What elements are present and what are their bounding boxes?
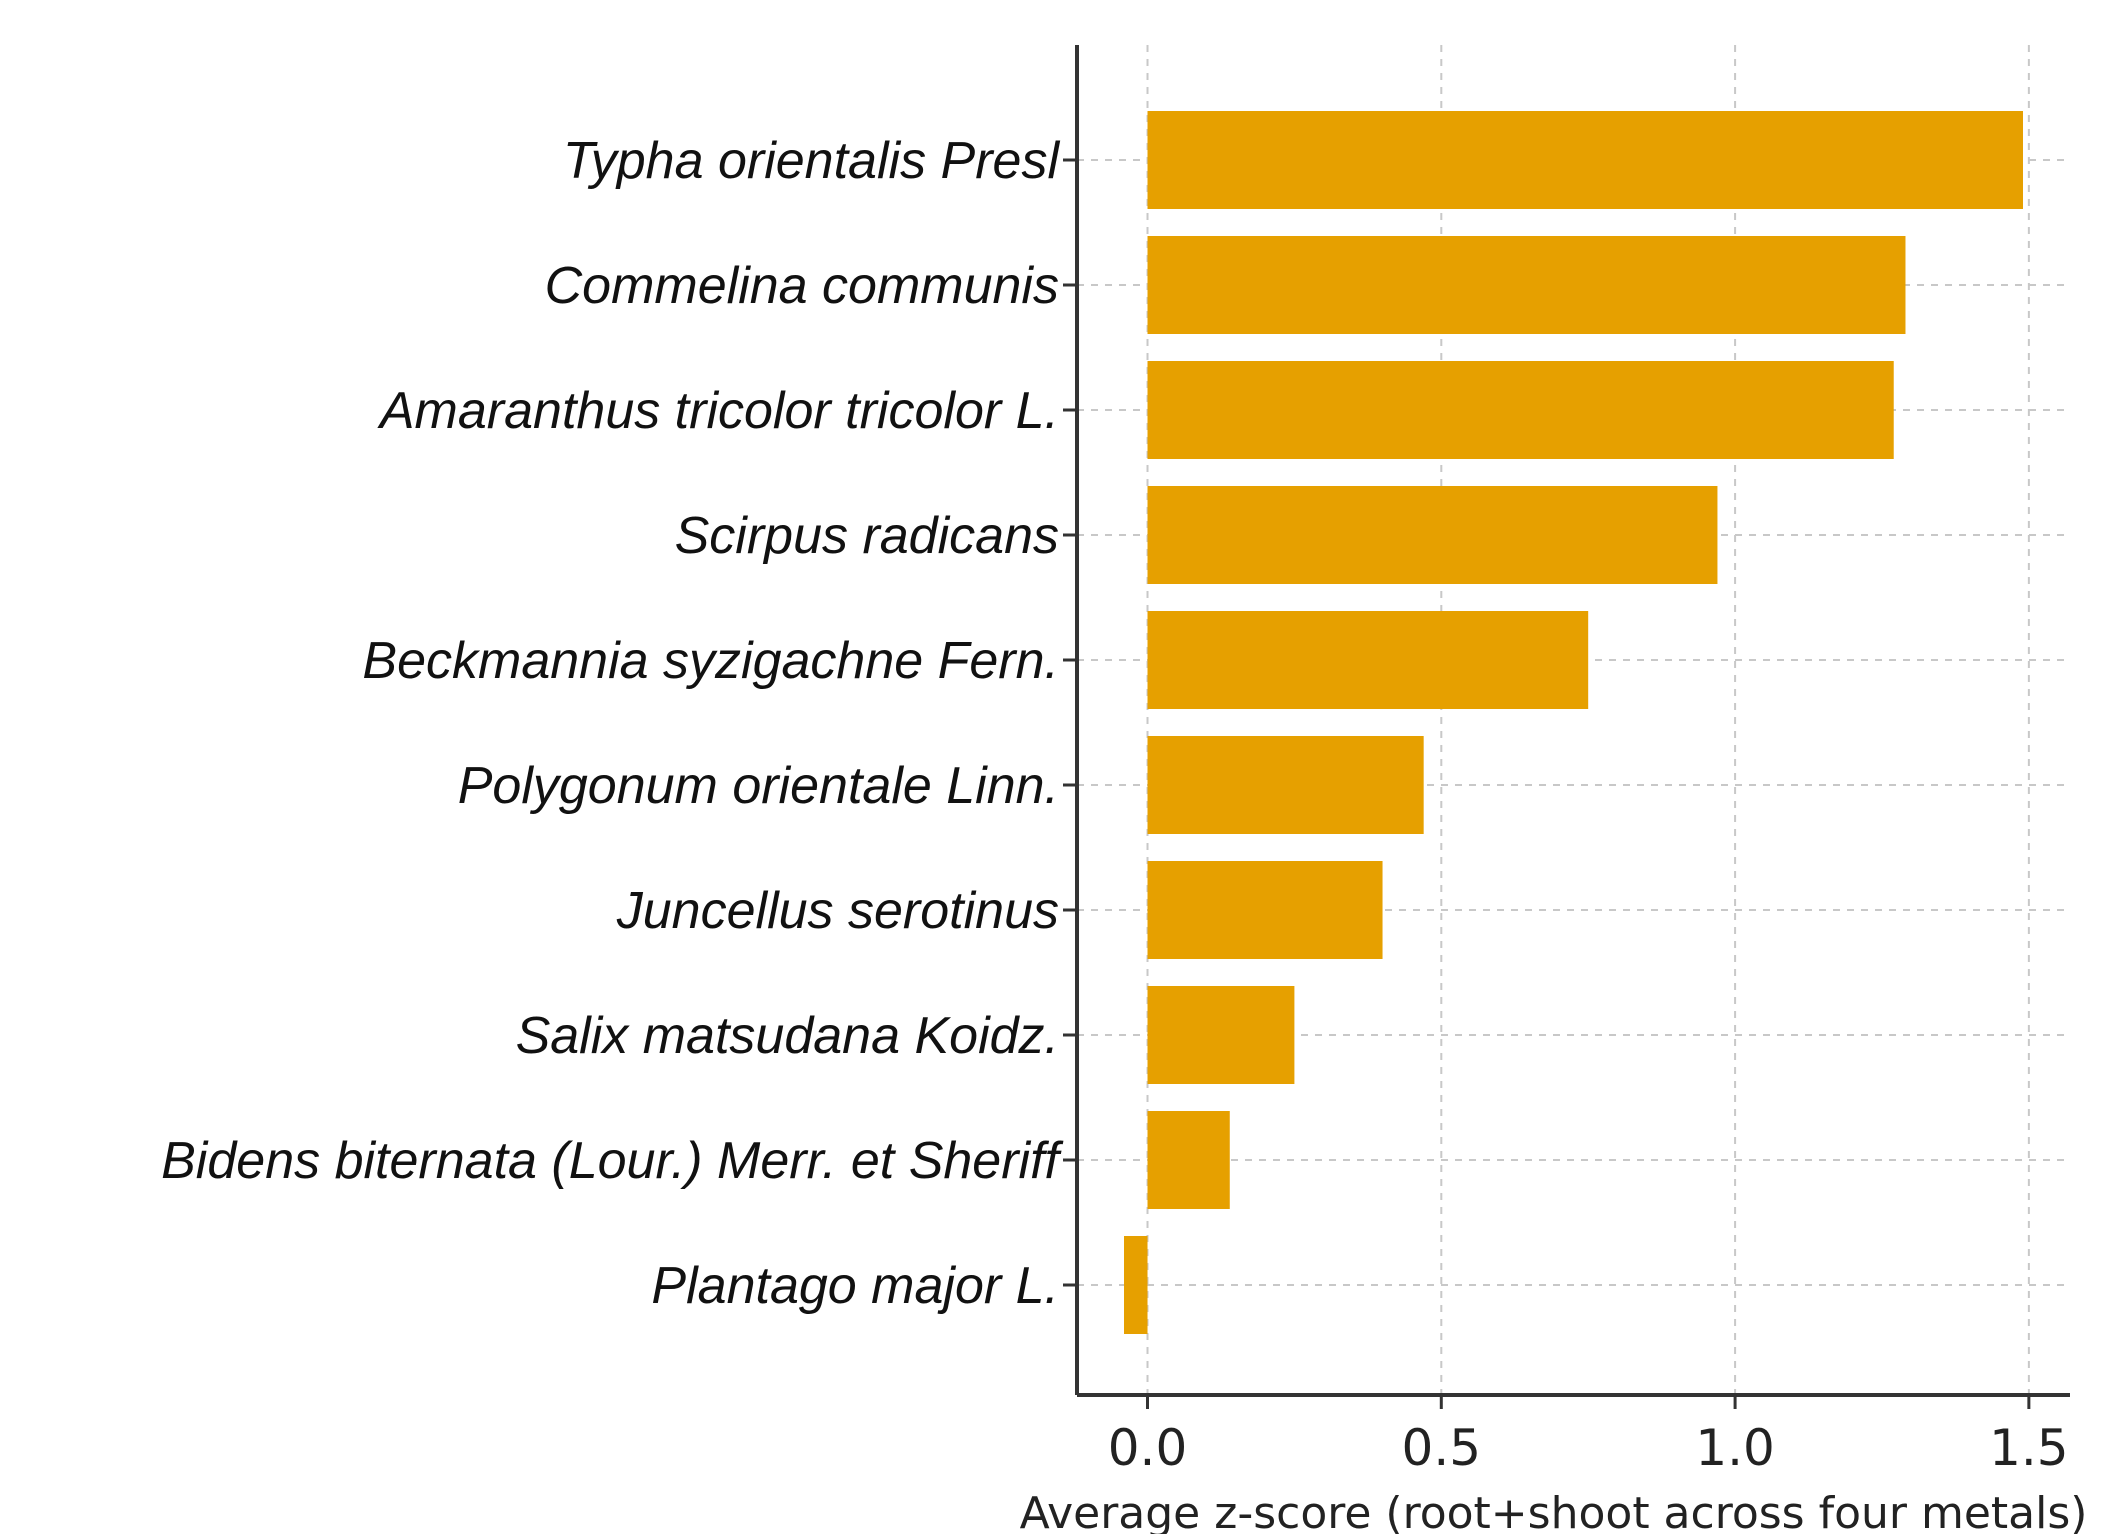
bar bbox=[1147, 736, 1424, 834]
category-label: Plantago major L. bbox=[651, 1257, 1059, 1315]
category-label: Bidens biternata (Lour.) Merr. et Sherif… bbox=[161, 1132, 1063, 1190]
x-tick-label: 0.5 bbox=[1402, 1419, 1482, 1477]
x-tick-label: 1.5 bbox=[1989, 1419, 2069, 1477]
x-tick-label: 0.0 bbox=[1108, 1419, 1188, 1477]
x-tick-label: 1.0 bbox=[1695, 1419, 1775, 1477]
category-label: Amaranthus tricolor tricolor L. bbox=[377, 382, 1059, 440]
bar bbox=[1147, 111, 2023, 209]
category-label: Beckmannia syzigachne Fern. bbox=[362, 632, 1059, 690]
bar bbox=[1147, 986, 1295, 1084]
bar bbox=[1147, 236, 1906, 334]
bar bbox=[1147, 1111, 1230, 1209]
category-label: Commelina communis bbox=[545, 257, 1059, 315]
category-label: Scirpus radicans bbox=[675, 507, 1059, 565]
bar-layer bbox=[1124, 111, 2023, 1334]
label-layer: 0.0 0.5 1.0 1.5 Typha orientalis Presl Commel… bbox=[161, 132, 2069, 1477]
category-label: Typha orientalis Presl bbox=[563, 132, 1061, 190]
category-label: Polygonum orientale Linn. bbox=[458, 757, 1059, 815]
category-label: Juncellus serotinus bbox=[616, 882, 1059, 940]
category-label: Salix matsudana Koidz. bbox=[516, 1007, 1059, 1065]
bar bbox=[1124, 1236, 1148, 1334]
bar bbox=[1147, 611, 1589, 709]
bar bbox=[1147, 861, 1383, 959]
axis-layer bbox=[1075, 45, 2070, 1397]
bar bbox=[1147, 361, 1894, 459]
x-axis-title: Average z-score (root+shoot across four … bbox=[1020, 1488, 2088, 1534]
bar bbox=[1147, 486, 1718, 584]
